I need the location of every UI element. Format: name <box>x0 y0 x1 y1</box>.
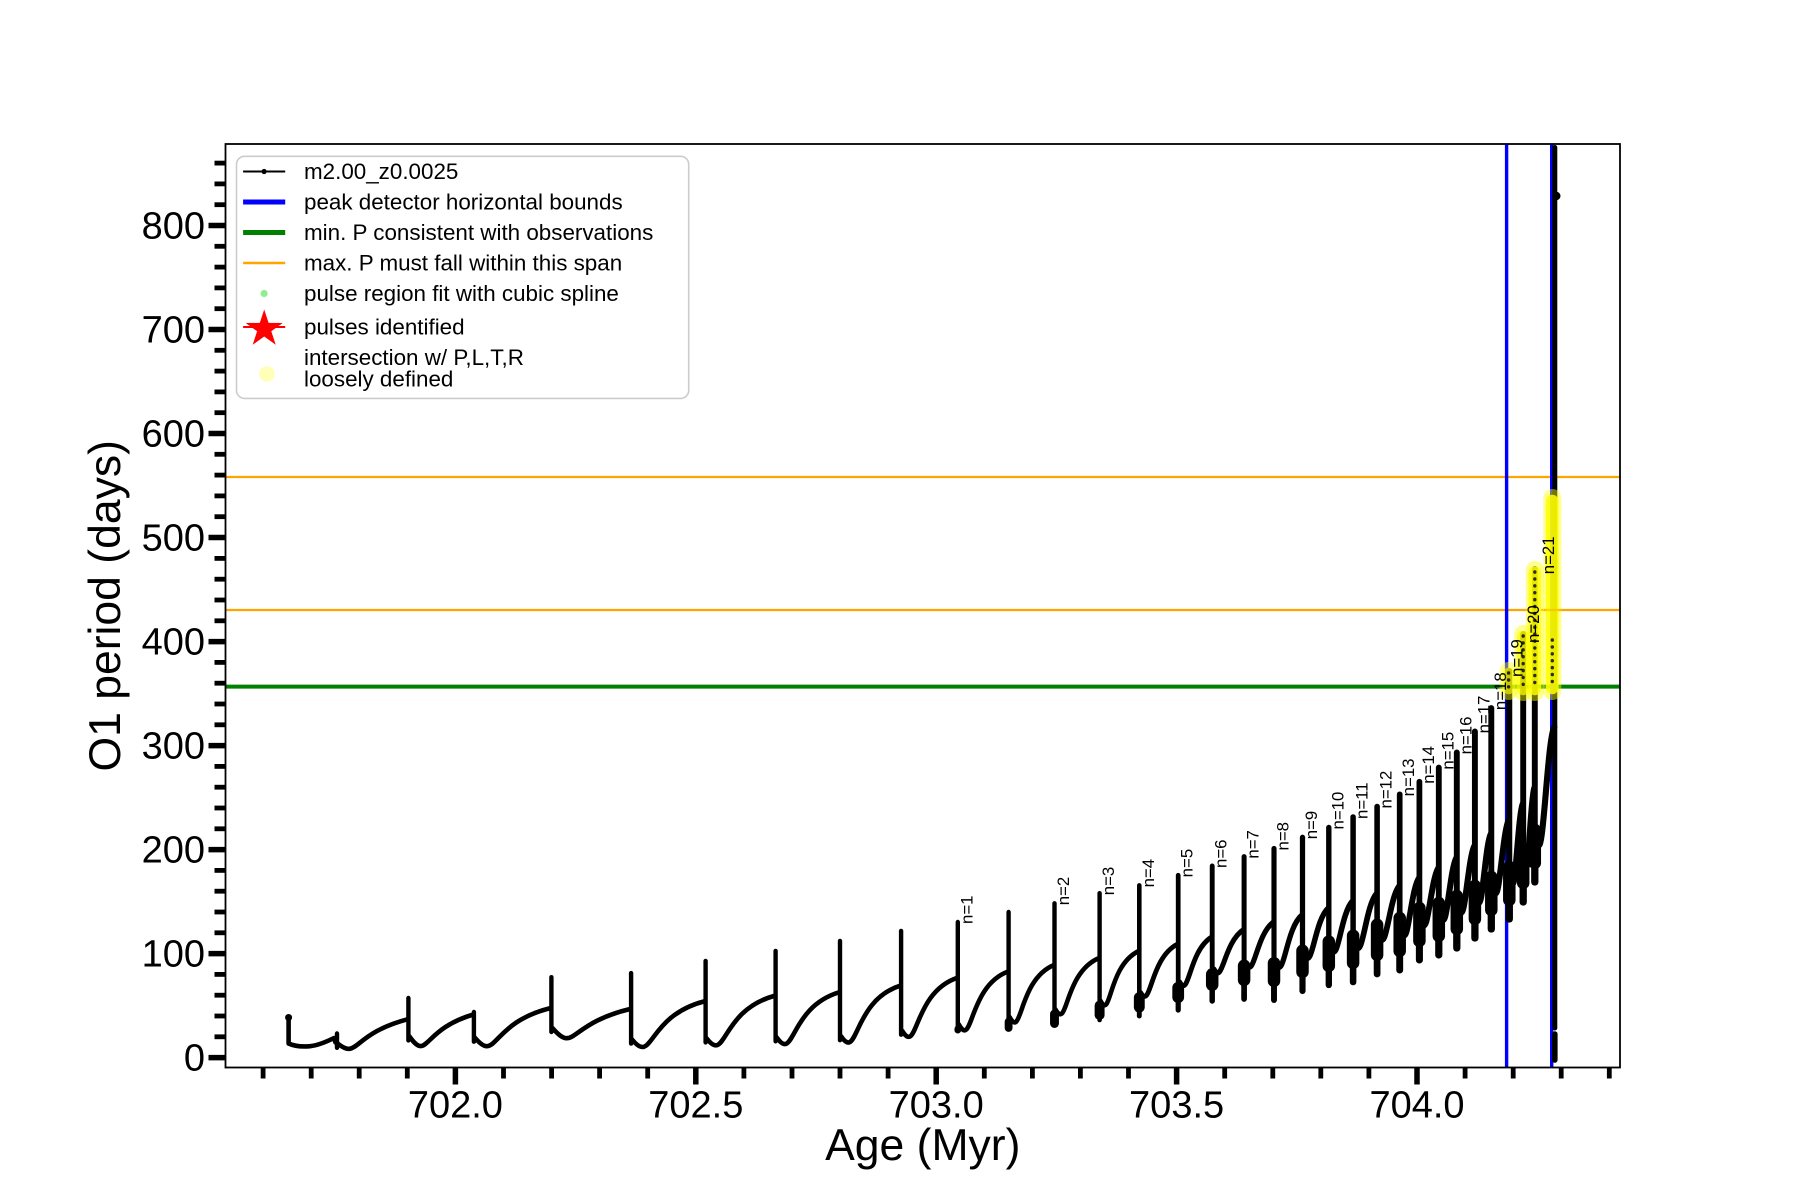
svg-text:n=13: n=13 <box>1399 758 1418 796</box>
svg-text:n=8: n=8 <box>1274 822 1293 850</box>
svg-text:600: 600 <box>142 414 205 456</box>
svg-text:n=4: n=4 <box>1139 859 1158 887</box>
svg-text:n=18: n=18 <box>1491 672 1510 710</box>
svg-text:n=3: n=3 <box>1099 867 1118 895</box>
svg-text:min. P consistent with observa: min. P consistent with observations <box>304 220 653 245</box>
svg-text:n=10: n=10 <box>1328 792 1347 830</box>
svg-text:703.0: 703.0 <box>889 1085 984 1127</box>
svg-text:n=7: n=7 <box>1244 830 1263 858</box>
svg-text:O1 period (days): O1 period (days) <box>81 440 130 771</box>
svg-text:Age (Myr): Age (Myr) <box>825 1121 1020 1170</box>
svg-text:n=20: n=20 <box>1524 605 1543 643</box>
svg-text:max. P must fall within this s: max. P must fall within this span <box>304 251 622 276</box>
svg-text:peak detector horizontal bound: peak detector horizontal bounds <box>304 190 623 215</box>
svg-text:800: 800 <box>142 206 205 248</box>
svg-text:0: 0 <box>184 1038 205 1080</box>
svg-text:loosely defined: loosely defined <box>304 367 453 392</box>
svg-text:n=5: n=5 <box>1178 849 1197 877</box>
svg-text:n=21: n=21 <box>1539 536 1558 574</box>
svg-text:m2.00_z0.0025: m2.00_z0.0025 <box>304 159 458 184</box>
svg-text:n=16: n=16 <box>1456 717 1475 755</box>
svg-text:intersection w/ P,L,T,R: intersection w/ P,L,T,R <box>304 345 524 370</box>
svg-text:500: 500 <box>142 518 205 560</box>
svg-text:704.0: 704.0 <box>1369 1085 1464 1127</box>
svg-text:n=1: n=1 <box>957 896 976 924</box>
svg-text:n=15: n=15 <box>1438 732 1457 770</box>
svg-text:pulse region fit with cubic sp: pulse region fit with cubic spline <box>304 281 619 306</box>
svg-text:200: 200 <box>142 830 205 872</box>
svg-text:702.0: 702.0 <box>408 1085 503 1127</box>
svg-text:n=11: n=11 <box>1353 782 1372 819</box>
svg-text:703.5: 703.5 <box>1129 1085 1224 1127</box>
svg-text:n=19: n=19 <box>1507 639 1526 677</box>
svg-text:100: 100 <box>142 934 205 976</box>
svg-text:300: 300 <box>142 726 205 768</box>
svg-text:pulses identified: pulses identified <box>304 315 465 340</box>
svg-text:702.5: 702.5 <box>648 1085 743 1127</box>
svg-text:n=14: n=14 <box>1419 746 1438 784</box>
svg-text:n=2: n=2 <box>1054 877 1073 905</box>
svg-text:n=17: n=17 <box>1474 696 1493 734</box>
svg-text:n=9: n=9 <box>1302 811 1321 839</box>
svg-text:400: 400 <box>142 622 205 664</box>
svg-text:n=6: n=6 <box>1212 840 1231 868</box>
svg-text:700: 700 <box>142 310 205 352</box>
svg-text:n=12: n=12 <box>1377 771 1396 809</box>
